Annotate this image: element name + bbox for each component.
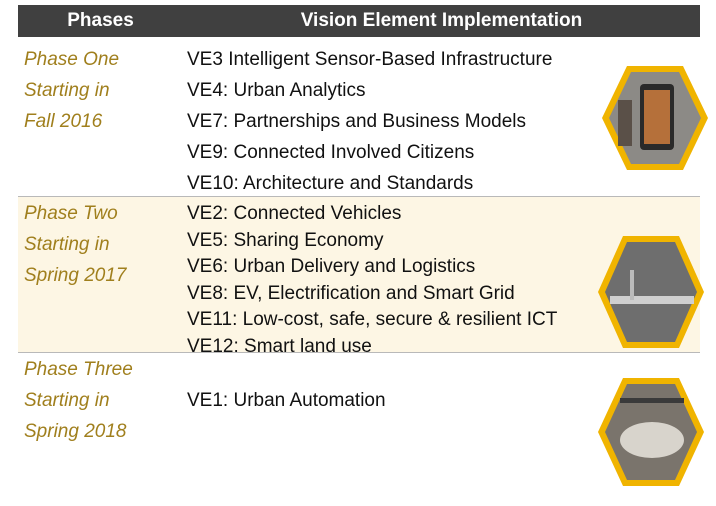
vision-element: VE4: Urban Analytics bbox=[187, 80, 366, 101]
vision-element: VE5: Sharing Economy bbox=[187, 229, 384, 251]
vision-element: VE7: Partnerships and Business Models bbox=[187, 111, 527, 132]
hex-image bbox=[602, 66, 708, 170]
hex-image bbox=[598, 236, 704, 348]
header-bar bbox=[18, 5, 700, 37]
vision-element: VE11: Low-cost, safe, secure & resilient… bbox=[187, 309, 558, 330]
phase-label: Spring 2018 bbox=[24, 421, 127, 442]
phase-label: Fall 2016 bbox=[24, 111, 103, 132]
phase-label: Phase One bbox=[24, 49, 120, 70]
vision-element: VE10: Architecture and Standards bbox=[187, 173, 474, 194]
phase-label: Spring 2017 bbox=[24, 265, 127, 286]
phase-label: Starting in bbox=[24, 80, 110, 101]
vision-element: VE2: Connected Vehicles bbox=[187, 203, 402, 224]
phase-label: Starting in bbox=[24, 234, 110, 255]
hex-image bbox=[598, 378, 704, 486]
row-divider bbox=[18, 352, 700, 353]
vision-element: VE8: EV, Electrification and Smart Grid bbox=[187, 282, 515, 304]
row-divider bbox=[18, 196, 700, 197]
vision-element: VE12: Smart land use bbox=[187, 335, 372, 357]
vision-element: VE9: Connected Involved Citizens bbox=[187, 142, 475, 163]
header-cell: Phases bbox=[67, 10, 134, 31]
phase-label: Phase Two bbox=[24, 203, 118, 224]
phase-label: Phase Three bbox=[24, 359, 133, 380]
header-cell: Vision Element Implementation bbox=[300, 10, 583, 31]
vision-element: VE3 Intelligent Sensor-Based Infrastruct… bbox=[187, 49, 553, 70]
vision-element: VE6: Urban Delivery and Logistics bbox=[187, 256, 476, 277]
vision-element: VE1: Urban Automation bbox=[187, 390, 386, 411]
row-band bbox=[18, 196, 700, 352]
phase-label: Starting in bbox=[24, 390, 110, 411]
